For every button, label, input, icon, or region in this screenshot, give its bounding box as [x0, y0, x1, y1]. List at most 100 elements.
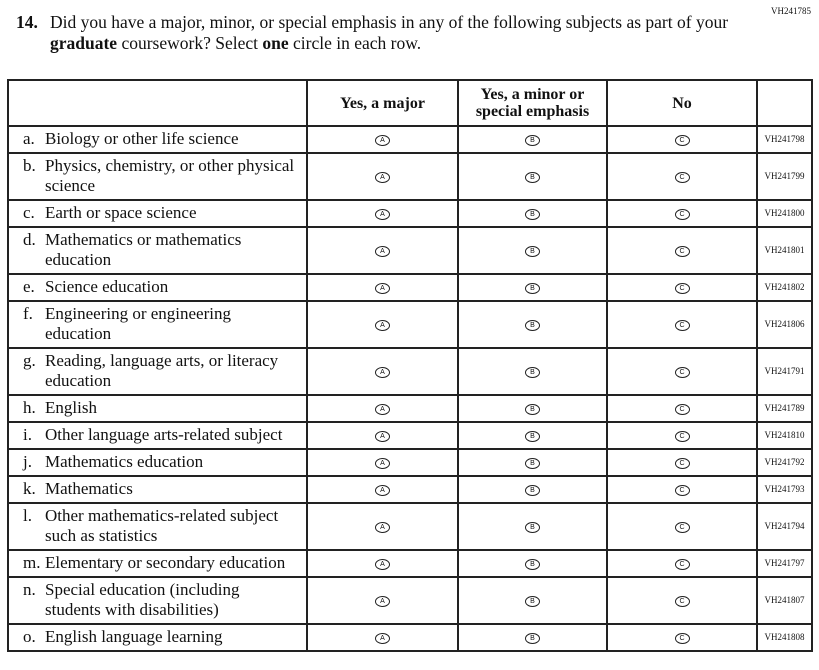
- option-bubble[interactable]: A: [375, 319, 390, 331]
- row-code: VH241800: [756, 199, 813, 228]
- option-bubble[interactable]: B: [525, 208, 540, 220]
- option-cell: A: [306, 576, 459, 625]
- option-bubble[interactable]: C: [674, 595, 690, 607]
- option-cell: B: [457, 300, 608, 349]
- option-bubble[interactable]: A: [375, 208, 390, 220]
- row-letter: k.: [23, 479, 36, 498]
- row-code: VH241806: [756, 300, 813, 349]
- row-code: VH241797: [756, 549, 813, 578]
- option-bubble[interactable]: A: [375, 403, 390, 415]
- row-text: Mathematics: [45, 479, 133, 498]
- row-label: k. Mathematics: [7, 475, 308, 504]
- emphasis: one: [262, 33, 289, 53]
- option-bubble[interactable]: B: [525, 558, 540, 570]
- option-bubble[interactable]: A: [375, 595, 390, 607]
- option-cell: C: [606, 273, 758, 302]
- row: a. Biology or other life science A B C VH2417…: [7, 125, 813, 154]
- option-bubble[interactable]: B: [525, 484, 540, 496]
- option-cell: A: [306, 502, 459, 551]
- option-cell: C: [606, 394, 758, 423]
- option-bubble[interactable]: B: [525, 521, 540, 533]
- option-cell: B: [457, 347, 608, 396]
- row: l. Other mathematics-related subject such…: [7, 502, 813, 551]
- row: j. Mathematics education A B C VH241792: [7, 448, 813, 477]
- option-bubble[interactable]: B: [525, 134, 540, 146]
- option-bubble[interactable]: B: [525, 366, 540, 378]
- option-bubble[interactable]: C: [674, 134, 690, 146]
- option-bubble[interactable]: C: [674, 484, 690, 496]
- row: i. Other language arts-related subject A B C…: [7, 421, 813, 450]
- option-bubble[interactable]: A: [375, 457, 390, 469]
- option-bubble[interactable]: C: [674, 632, 690, 644]
- row-label: i. Other language arts-related subject: [7, 421, 308, 450]
- option-cell: B: [457, 199, 608, 228]
- row-text: Engineering or engineering education: [45, 304, 231, 343]
- option-cell: A: [306, 125, 459, 154]
- row-letter: a.: [23, 129, 35, 148]
- option-cell: C: [606, 152, 758, 201]
- row-text: Other mathematics-related subject such a…: [45, 506, 279, 545]
- option-bubble[interactable]: A: [375, 282, 390, 294]
- option-bubble[interactable]: C: [674, 403, 690, 415]
- row: b. Physics, chemistry, or other physical …: [7, 152, 813, 201]
- option-cell: B: [457, 623, 608, 652]
- row-text: Mathematics education: [45, 452, 204, 471]
- option-bubble[interactable]: A: [375, 558, 390, 570]
- row-label: a. Biology or other life science: [7, 125, 308, 154]
- option-bubble[interactable]: B: [525, 171, 540, 183]
- option-cell: B: [457, 273, 608, 302]
- option-cell: A: [306, 475, 459, 504]
- row-code: VH241807: [756, 576, 813, 625]
- option-bubble[interactable]: B: [525, 632, 540, 644]
- row-code: VH241799: [756, 152, 813, 201]
- option-bubble[interactable]: C: [674, 457, 690, 469]
- text: Did you have a major, minor, or special …: [50, 12, 729, 32]
- option-bubble[interactable]: B: [525, 319, 540, 331]
- row-text: Mathematics or mathematics education: [45, 230, 242, 269]
- question-text: Did you have a major, minor, or special …: [50, 12, 730, 54]
- option-bubble[interactable]: C: [674, 245, 690, 257]
- row-code: VH241810: [756, 421, 813, 450]
- option-cell: A: [306, 152, 459, 201]
- option-bubble[interactable]: A: [375, 632, 390, 644]
- row-letter: l.: [23, 506, 32, 525]
- option-bubble[interactable]: A: [375, 521, 390, 533]
- option-bubble[interactable]: C: [674, 366, 690, 378]
- option-bubble[interactable]: C: [674, 558, 690, 570]
- row-code: VH241801: [756, 226, 813, 275]
- option-bubble[interactable]: A: [375, 134, 390, 146]
- option-bubble[interactable]: B: [525, 403, 540, 415]
- text: circle in each row.: [288, 33, 422, 53]
- option-bubble[interactable]: B: [525, 457, 540, 469]
- option-bubble[interactable]: B: [525, 282, 540, 294]
- row-text: Elementary or secondary education: [45, 553, 286, 572]
- row-label: c. Earth or space science: [7, 199, 308, 228]
- option-bubble[interactable]: C: [674, 208, 690, 220]
- option-bubble[interactable]: B: [525, 245, 540, 257]
- option-bubble[interactable]: A: [375, 484, 390, 496]
- option-bubble[interactable]: C: [674, 319, 690, 331]
- option-bubble[interactable]: C: [674, 521, 690, 533]
- option-bubble[interactable]: B: [525, 430, 540, 442]
- option-bubble[interactable]: B: [525, 595, 540, 607]
- row-letter: m.: [23, 553, 41, 572]
- option-cell: A: [306, 300, 459, 349]
- option-bubble[interactable]: A: [375, 366, 390, 378]
- option-bubble[interactable]: C: [674, 282, 690, 294]
- option-bubble[interactable]: A: [375, 171, 390, 183]
- text: coursework? Select: [117, 33, 263, 53]
- option-cell: B: [457, 152, 608, 201]
- row-text: Special education (including students wi…: [45, 580, 240, 619]
- option-bubble[interactable]: C: [674, 171, 690, 183]
- row-text: Other language arts-related subject: [45, 425, 283, 444]
- option-bubble[interactable]: C: [674, 430, 690, 442]
- option-cell: C: [606, 623, 758, 652]
- row: n. Special education (including students …: [7, 576, 813, 625]
- option-bubble[interactable]: A: [375, 245, 390, 257]
- option-cell: C: [606, 549, 758, 578]
- option-bubble[interactable]: A: [375, 430, 390, 442]
- option-cell: C: [606, 576, 758, 625]
- option-cell: B: [457, 394, 608, 423]
- header-row: Yes, a major Yes, a minor or special emp…: [7, 79, 813, 127]
